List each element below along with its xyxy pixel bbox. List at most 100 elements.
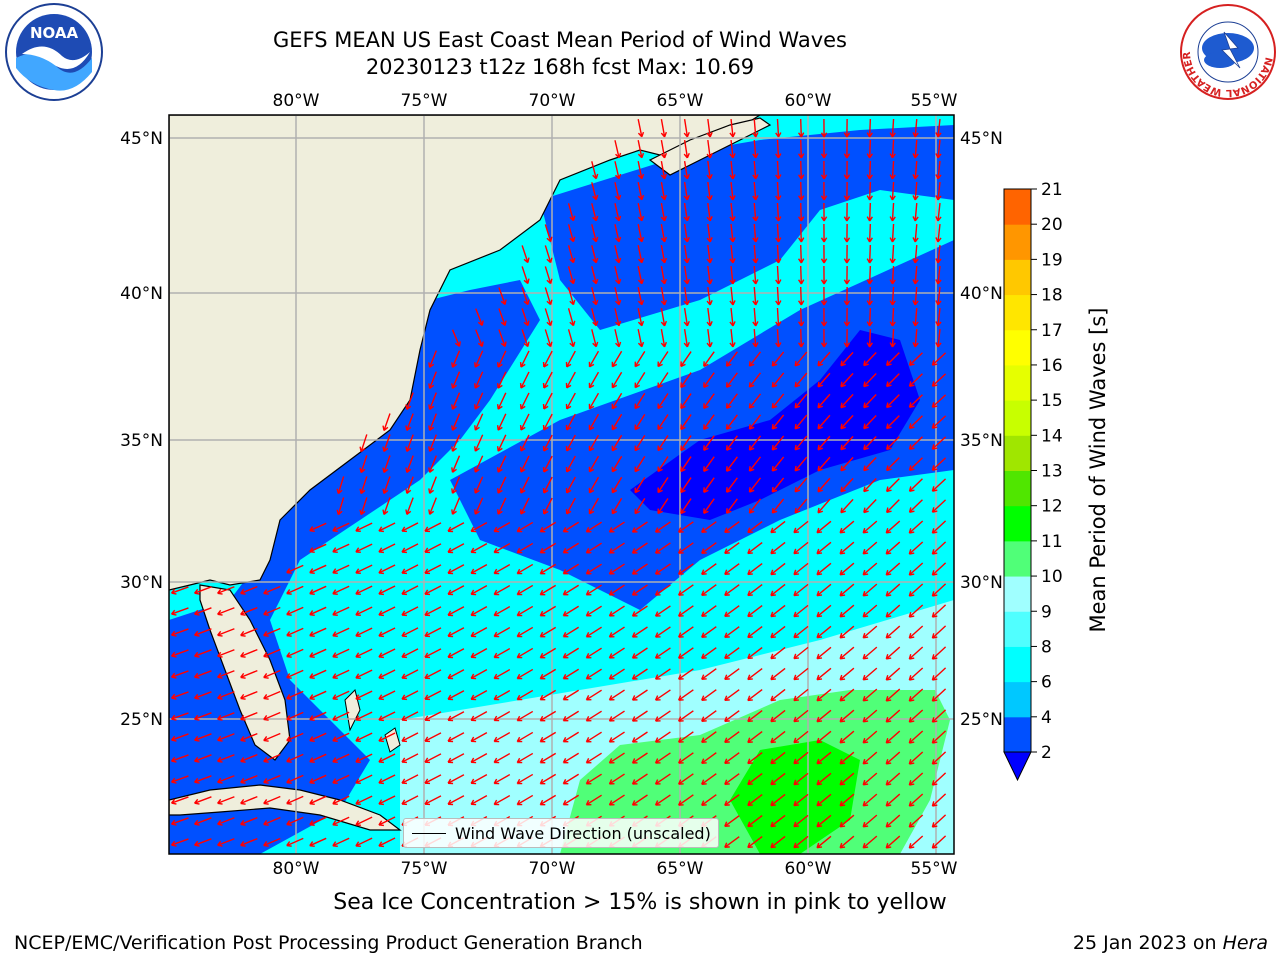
wave-direction-arrow: [424, 648, 442, 659]
x-tick-label: 60°W: [785, 91, 832, 111]
wave-direction-arrow: [401, 669, 419, 680]
wave-direction-arrow: [608, 773, 625, 785]
wave-direction-arrow: [660, 329, 668, 348]
wave-direction-arrow: [775, 160, 782, 180]
wave-direction-arrow: [820, 223, 828, 243]
wave-direction-arrow: [889, 160, 896, 180]
wave-direction-arrow: [309, 711, 327, 721]
wave-direction-arrow: [748, 351, 762, 367]
wave-direction-arrow: [908, 394, 923, 408]
wave-direction-arrow: [585, 542, 602, 554]
wave-direction-arrow: [240, 774, 258, 784]
wave-direction-arrow: [240, 732, 258, 742]
wave-direction-arrow: [931, 625, 947, 639]
wave-direction-arrow: [263, 648, 281, 658]
wave-direction-arrow: [309, 627, 327, 637]
wave-direction-arrow: [470, 711, 488, 722]
wave-direction-arrow: [378, 711, 396, 722]
y-axis-right: 45°N 40°N 35°N 30°N 25°N: [960, 129, 1003, 730]
wave-direction-arrow: [678, 542, 694, 554]
wave-direction-arrow: [355, 795, 373, 806]
wave-direction-arrow: [866, 181, 873, 201]
wave-direction-arrow: [797, 223, 805, 243]
wave-direction-arrow: [405, 476, 414, 494]
wave-direction-arrow: [678, 605, 694, 617]
wave-direction-arrow: [678, 521, 694, 533]
wave-direction-arrow: [912, 181, 919, 201]
wave-direction-arrow: [862, 772, 878, 786]
wave-direction-arrow: [542, 413, 553, 431]
wave-direction-arrow: [752, 328, 759, 348]
wave-direction-arrow: [725, 414, 738, 430]
wave-direction-arrow: [611, 413, 623, 431]
land-bahamas: [344, 689, 401, 753]
wave-direction-arrow: [862, 814, 878, 828]
wave-direction-arrow: [451, 455, 461, 473]
wave-direction-arrow: [217, 649, 235, 658]
wave-direction-arrow: [516, 794, 534, 806]
wave-direction-arrow: [889, 265, 896, 285]
wave-direction-arrow: [332, 522, 350, 533]
wave-direction-arrow: [935, 139, 942, 159]
wave-direction-arrow: [703, 414, 715, 430]
wave-direction-arrow: [770, 730, 786, 744]
wave-direction-arrow: [657, 477, 669, 494]
wave-direction-arrow: [839, 541, 855, 555]
wave-direction-arrow: [516, 710, 534, 722]
region-northern-band: [540, 125, 954, 330]
wave-direction-arrow: [170, 733, 189, 742]
wave-direction-arrow: [428, 371, 437, 389]
wave-direction-arrow: [820, 181, 828, 201]
y-tick-label: 45°N: [120, 129, 163, 149]
wave-direction-arrow: [614, 182, 622, 201]
wave-direction-arrow: [608, 710, 625, 722]
wave-direction-arrow: [654, 794, 671, 806]
colorbar-band: [1004, 505, 1031, 542]
wave-direction-arrow: [701, 626, 717, 638]
wave-direction-arrow: [428, 392, 437, 410]
wave-direction-arrow: [816, 709, 832, 723]
wave-direction-arrow: [240, 606, 258, 616]
wave-direction-arrow: [885, 436, 900, 451]
wave-direction-arrow: [424, 522, 442, 533]
wave-direction-arrow: [839, 730, 855, 744]
wave-direction-arrow: [820, 265, 828, 285]
wave-direction-arrow: [912, 160, 919, 180]
wave-direction-arrow: [562, 584, 580, 596]
wave-direction-arrow: [286, 774, 304, 784]
wave-direction-arrow: [378, 753, 396, 764]
wave-direction-arrow: [706, 244, 713, 264]
wave-direction-arrow: [706, 118, 713, 138]
colorbar-band: [1004, 540, 1031, 577]
wave-direction-arrow: [931, 478, 947, 492]
wave-direction-arrow: [931, 373, 947, 387]
wave-direction-arrow: [263, 753, 281, 763]
wave-direction-arrow: [817, 456, 831, 472]
wave-direction-arrow: [585, 605, 602, 617]
wave-direction-arrow: [935, 244, 942, 264]
wave-direction-arrow: [660, 287, 668, 306]
wave-direction-arrow: [634, 413, 646, 431]
footer-date: 25 Jan 2023 on Hera: [1073, 932, 1268, 954]
land-cuba: [169, 784, 402, 831]
x-tick-label: 70°W: [529, 859, 576, 879]
wave-direction-arrow: [747, 709, 763, 723]
wave-direction-arrow: [794, 414, 808, 430]
wave-direction-arrow: [611, 392, 623, 410]
wave-direction-arrow: [424, 732, 442, 743]
wave-direction-arrow: [770, 772, 786, 786]
wave-direction-arrow: [678, 668, 694, 680]
colorbar-band: [1004, 681, 1031, 718]
wave-direction-arrow: [401, 732, 419, 743]
wave-direction-arrow: [912, 328, 919, 348]
wave-direction-arrow: [474, 434, 484, 452]
wave-direction-arrow: [637, 308, 645, 327]
wave-direction-arrow: [885, 688, 901, 702]
wave-direction-arrow: [816, 520, 832, 534]
wave-direction-arrow: [747, 625, 763, 639]
wave-direction-arrow: [591, 203, 599, 222]
wave-direction-arrow: [588, 413, 600, 431]
wave-direction-arrow: [794, 435, 808, 451]
wave-direction-arrow: [931, 415, 947, 429]
wave-direction-arrow: [770, 625, 786, 639]
